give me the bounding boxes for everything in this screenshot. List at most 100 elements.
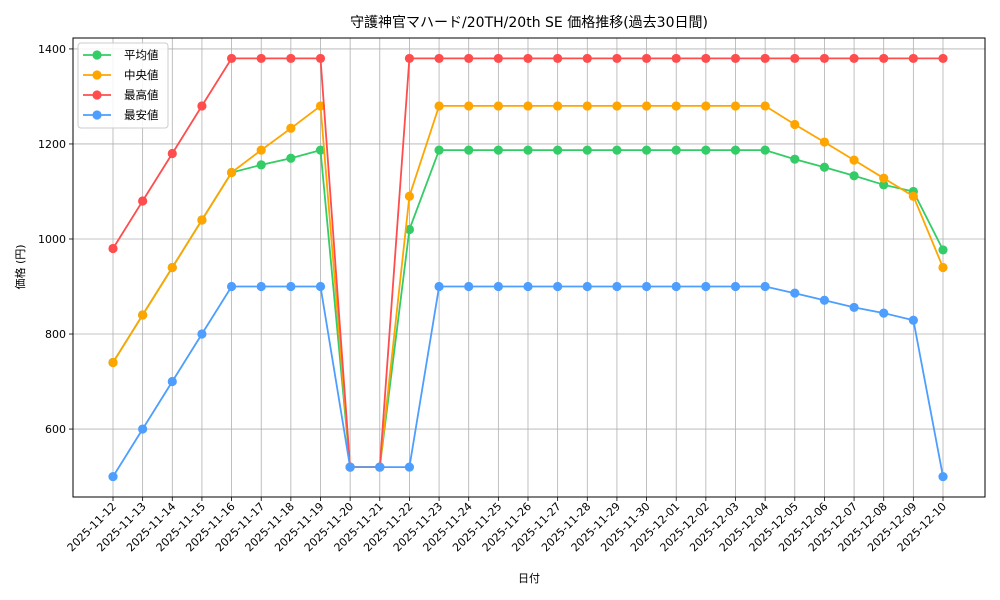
data-point <box>819 295 830 305</box>
legend-marker-icon <box>92 50 102 60</box>
data-point <box>464 101 474 111</box>
data-point <box>908 191 918 201</box>
data-point <box>138 196 148 206</box>
data-point <box>167 262 177 273</box>
legend-label: 最安値 <box>124 108 159 122</box>
data-point <box>671 101 681 111</box>
data-point <box>315 281 326 292</box>
data-point <box>404 191 415 201</box>
data-point <box>701 145 711 155</box>
data-point <box>108 471 118 482</box>
data-point <box>404 224 415 235</box>
data-point <box>849 155 859 165</box>
data-point <box>138 424 148 434</box>
plot-frame <box>72 37 986 498</box>
x-axis-label: 日付 <box>518 572 540 585</box>
data-point <box>553 101 563 111</box>
data-point <box>671 53 681 64</box>
data-point <box>879 53 889 64</box>
data-point <box>286 53 296 64</box>
data-point <box>256 281 266 292</box>
data-point <box>286 153 296 163</box>
data-point <box>523 101 533 111</box>
data-point <box>553 281 563 292</box>
data-point <box>760 281 770 292</box>
data-point <box>641 101 652 111</box>
data-point <box>671 281 681 292</box>
data-point <box>315 53 326 64</box>
legend-item: 中央値 <box>83 68 159 82</box>
data-point <box>523 53 533 64</box>
y-tick-label: 1000 <box>38 233 66 246</box>
legend-label: 最高値 <box>124 88 159 102</box>
data-point <box>404 53 415 64</box>
data-point <box>286 123 296 133</box>
data-point <box>315 145 326 155</box>
legend-marker-icon <box>92 70 102 80</box>
data-point <box>582 281 592 292</box>
series-3 <box>108 281 948 482</box>
legend-item: 最安値 <box>83 108 159 122</box>
data-point <box>879 173 889 183</box>
data-point <box>612 101 622 111</box>
data-point <box>553 145 563 155</box>
data-point <box>819 162 830 172</box>
data-point <box>701 53 711 64</box>
data-point <box>730 53 741 64</box>
data-point <box>434 53 444 64</box>
data-point <box>464 281 474 292</box>
data-point <box>167 148 177 159</box>
legend-label: 平均値 <box>124 48 159 62</box>
legend-item: 平均値 <box>83 48 159 62</box>
data-point <box>819 53 830 64</box>
x-axis: 2025-11-122025-11-132025-11-142025-11-15… <box>65 497 949 554</box>
data-point <box>167 376 177 387</box>
data-point <box>849 171 859 181</box>
data-point <box>730 145 741 155</box>
legend-item: 最高値 <box>83 88 159 102</box>
data-point <box>553 53 563 64</box>
data-point <box>523 281 533 292</box>
data-point <box>197 215 207 225</box>
data-point <box>641 145 652 155</box>
data-point <box>938 471 948 482</box>
y-axis-label: 価格 (円) <box>13 244 27 289</box>
data-point <box>671 145 681 155</box>
data-point <box>493 53 503 64</box>
data-point <box>108 357 118 368</box>
data-point <box>197 101 207 111</box>
data-point <box>849 53 859 64</box>
data-point <box>464 145 474 155</box>
legend-marker-icon <box>92 90 102 100</box>
data-point <box>523 145 533 155</box>
data-point <box>226 167 237 178</box>
data-point <box>375 462 385 472</box>
data-point <box>641 53 652 64</box>
data-point <box>701 281 711 292</box>
data-point <box>612 281 622 292</box>
data-point <box>849 302 859 313</box>
legend-label: 中央値 <box>124 68 159 82</box>
data-point <box>582 145 592 155</box>
data-point <box>730 281 741 292</box>
data-point <box>286 281 296 292</box>
data-point <box>197 329 207 339</box>
data-point <box>790 119 800 130</box>
data-point <box>938 245 948 255</box>
data-point <box>938 262 948 273</box>
data-point <box>493 145 503 155</box>
legend-box <box>77 42 169 129</box>
series-layer <box>108 53 948 482</box>
data-point <box>226 53 237 64</box>
data-point <box>582 53 592 64</box>
data-point <box>464 53 474 64</box>
chart-title: 守護神官マハード/20TH/20th SE 価格推移(過去30日間) <box>350 15 708 31</box>
data-point <box>612 145 622 155</box>
data-point <box>612 53 622 64</box>
data-point <box>226 281 237 292</box>
data-point <box>790 154 800 164</box>
data-point <box>760 53 770 64</box>
